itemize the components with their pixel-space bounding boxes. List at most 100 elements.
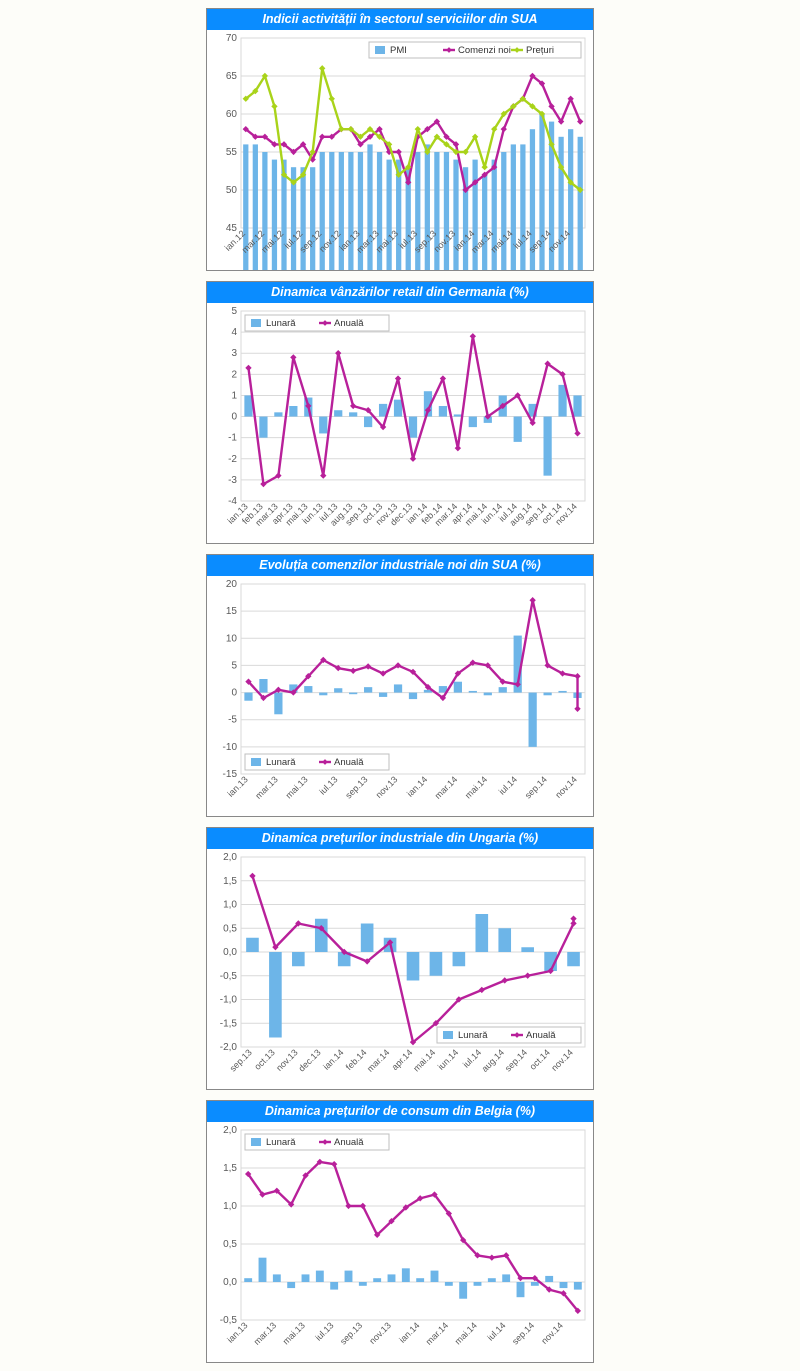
svg-text:Anuală: Anuală <box>526 1030 556 1041</box>
svg-text:2,0: 2,0 <box>223 852 237 863</box>
panel-usa-services: Indicii activității în sectorul servicii… <box>206 8 594 271</box>
svg-text:0,5: 0,5 <box>223 923 237 934</box>
svg-text:mar.14: mar.14 <box>433 774 460 801</box>
svg-text:Prețuri: Prețuri <box>526 45 554 56</box>
svg-text:-0,5: -0,5 <box>220 1315 238 1326</box>
svg-text:iul.13: iul.13 <box>313 1320 335 1342</box>
svg-text:mar.13: mar.13 <box>253 774 280 801</box>
svg-text:nov.14: nov.14 <box>539 1320 565 1346</box>
legend: Lunară Anuală <box>245 754 389 770</box>
panel-title: Evoluția comenzilor industriale noi din … <box>207 555 593 576</box>
svg-text:sep.13: sep.13 <box>338 1320 364 1346</box>
svg-text:3: 3 <box>231 348 237 359</box>
svg-text:mar.14: mar.14 <box>365 1047 392 1074</box>
svg-text:-1,5: -1,5 <box>220 1018 238 1029</box>
svg-text:nov.13: nov.13 <box>374 774 400 800</box>
svg-text:60: 60 <box>226 109 238 120</box>
svg-text:nov.13: nov.13 <box>367 1320 393 1346</box>
svg-text:sep.13: sep.13 <box>343 774 369 800</box>
svg-text:iul.14: iul.14 <box>497 774 519 796</box>
svg-text:-5: -5 <box>228 715 237 726</box>
svg-text:Lunară: Lunară <box>266 318 296 329</box>
svg-text:nov.13: nov.13 <box>274 1047 300 1073</box>
legend: Lunară Anuală <box>245 315 389 331</box>
svg-text:mai.13: mai.13 <box>284 774 310 800</box>
panel-belgium-cpi: Dinamica prețurilor de consum din Belgia… <box>206 1100 594 1363</box>
svg-text:50: 50 <box>226 185 238 196</box>
svg-text:ian.14: ian.14 <box>397 1320 421 1344</box>
svg-text:-1: -1 <box>228 433 237 444</box>
svg-text:0,0: 0,0 <box>223 1277 237 1288</box>
svg-text:mai.14: mai.14 <box>463 774 489 800</box>
svg-text:5: 5 <box>231 306 237 317</box>
svg-text:1,0: 1,0 <box>223 1201 237 1212</box>
svg-text:nov.14: nov.14 <box>549 1047 575 1073</box>
svg-text:-0,5: -0,5 <box>220 971 238 982</box>
svg-text:Lunară: Lunară <box>266 757 296 768</box>
svg-text:0: 0 <box>231 412 237 423</box>
svg-text:15: 15 <box>226 606 238 617</box>
svg-text:PMI: PMI <box>390 45 407 56</box>
svg-text:0,5: 0,5 <box>223 1239 237 1250</box>
svg-text:iul.13: iul.13 <box>317 774 339 796</box>
svg-text:ian.14: ian.14 <box>405 774 429 798</box>
legend: Lunară Anuală <box>437 1027 581 1043</box>
svg-text:Comenzi noi: Comenzi noi <box>458 45 511 56</box>
svg-text:-2,0: -2,0 <box>220 1042 238 1053</box>
svg-text:nov.14: nov.14 <box>553 774 579 800</box>
svg-text:iul.14: iul.14 <box>485 1320 507 1342</box>
svg-text:Lunară: Lunară <box>266 1137 296 1148</box>
svg-text:1,5: 1,5 <box>223 1163 237 1174</box>
usa-services-chart: 455055606570ian.12mar.12mai.12iul.12sep.… <box>207 30 593 270</box>
svg-text:Anuală: Anuală <box>334 1137 364 1148</box>
svg-text:0: 0 <box>231 688 237 699</box>
svg-text:0,0: 0,0 <box>223 947 237 958</box>
panel-title: Dinamica vânzărilor retail din Germania … <box>207 282 593 303</box>
hungary-industrial-prices-chart: -2,0-1,5-1,0-0,50,00,51,01,52,0sep.13oct… <box>207 849 593 1089</box>
panel-germany-retail: Dinamica vânzărilor retail din Germania … <box>206 281 594 544</box>
svg-text:-3: -3 <box>228 475 237 486</box>
svg-text:feb.14: feb.14 <box>344 1047 369 1072</box>
svg-text:sep.14: sep.14 <box>510 1320 536 1346</box>
panel-hungary-industrial-prices: Dinamica prețurilor industriale din Unga… <box>206 827 594 1090</box>
svg-text:2: 2 <box>231 369 237 380</box>
svg-text:1: 1 <box>231 390 237 401</box>
svg-text:4: 4 <box>231 327 237 338</box>
svg-text:2,0: 2,0 <box>223 1125 237 1136</box>
svg-text:1,5: 1,5 <box>223 876 237 887</box>
svg-text:-4: -4 <box>228 496 237 507</box>
svg-text:ian.14: ian.14 <box>321 1047 345 1071</box>
svg-text:10: 10 <box>226 633 238 644</box>
svg-text:-10: -10 <box>223 742 238 753</box>
svg-text:sep.14: sep.14 <box>503 1047 529 1073</box>
svg-text:Anuală: Anuală <box>334 757 364 768</box>
svg-text:sep.14: sep.14 <box>523 774 549 800</box>
panel-title: Dinamica prețurilor industriale din Unga… <box>207 828 593 849</box>
panel-title: Indicii activității în sectorul servicii… <box>207 9 593 30</box>
usa-industrial-orders-chart: -15-10-505101520ian.13mar.13mai.13iul.13… <box>207 576 593 816</box>
svg-text:55: 55 <box>226 147 238 158</box>
svg-text:mai.14: mai.14 <box>411 1047 437 1073</box>
svg-text:mar.13: mar.13 <box>252 1320 279 1347</box>
panel-title: Dinamica prețurilor de consum din Belgia… <box>207 1101 593 1122</box>
svg-text:-15: -15 <box>223 769 238 780</box>
svg-text:oct.14: oct.14 <box>528 1047 552 1071</box>
svg-text:-1,0: -1,0 <box>220 995 238 1006</box>
svg-text:apr.14: apr.14 <box>390 1047 415 1072</box>
svg-text:iun.14: iun.14 <box>436 1047 460 1071</box>
germany-retail-chart: -4-3-2-1012345ian.13feb.13mar.13apr.13ma… <box>207 303 593 543</box>
svg-text:oct.13: oct.13 <box>252 1047 276 1071</box>
svg-text:mai.13: mai.13 <box>281 1320 307 1346</box>
svg-text:1,0: 1,0 <box>223 900 237 911</box>
legend: Lunară Anuală <box>245 1134 389 1150</box>
svg-text:Anuală: Anuală <box>334 318 364 329</box>
svg-text:Lunară: Lunară <box>458 1030 488 1041</box>
svg-text:mar.14: mar.14 <box>424 1320 451 1347</box>
belgium-cpi-chart: -0,50,00,51,01,52,0ian.13mar.13mai.13iul… <box>207 1122 593 1362</box>
svg-text:dec.13: dec.13 <box>296 1047 322 1073</box>
svg-text:-2: -2 <box>228 454 237 465</box>
svg-text:5: 5 <box>231 660 237 671</box>
svg-text:20: 20 <box>226 579 238 590</box>
svg-text:aug.14: aug.14 <box>480 1047 507 1074</box>
svg-text:mai.14: mai.14 <box>453 1320 479 1346</box>
